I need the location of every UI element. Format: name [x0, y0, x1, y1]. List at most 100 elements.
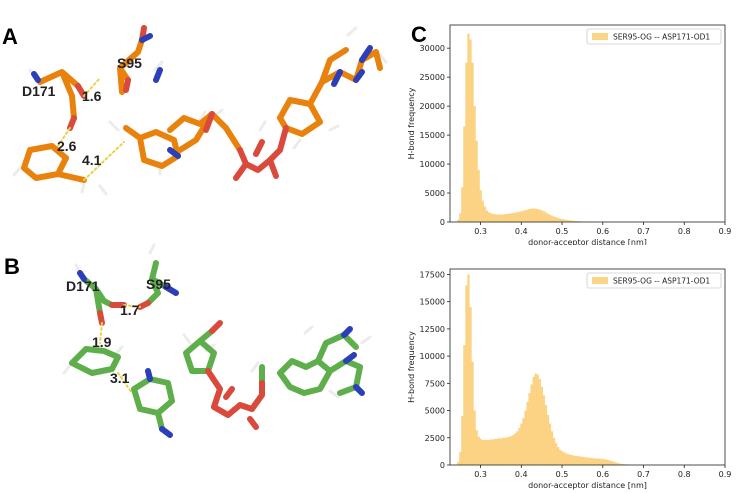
histogram-bar — [493, 214, 497, 222]
x-tick-label: 0.5 — [556, 227, 569, 236]
plot-frame — [449, 268, 726, 466]
histogram-bar — [561, 218, 564, 222]
y-tick-label: 12500 — [420, 325, 445, 334]
histogram-bar — [591, 458, 594, 465]
histogram-bar — [595, 458, 598, 465]
histogram-bar — [538, 209, 541, 222]
histogram-bar — [585, 457, 588, 465]
histogram-bar — [548, 423, 552, 465]
histogram-bar — [463, 126, 466, 222]
legend-swatch — [592, 33, 608, 40]
histogram-bar — [554, 217, 558, 222]
x-tick-label: 0.8 — [678, 470, 691, 479]
molecule-panel-b: D171 S95 1.7 1.9 3.1 — [62, 243, 372, 438]
x-axis-label: donor-acceptor distance [nm] — [528, 238, 647, 245]
x-tick-label: 0.6 — [596, 470, 609, 479]
legend-label: SER95-OG -- ASP171-OD1 — [613, 277, 710, 286]
histogram-bar — [558, 449, 562, 465]
histogram-bar — [571, 220, 574, 222]
histogram-bar — [506, 437, 509, 465]
histogram-bar — [508, 213, 511, 222]
histogram-bar — [577, 456, 580, 465]
histogram-bar — [528, 393, 531, 465]
histogram-bar — [530, 208, 533, 222]
plot-area-top: 0.3 0.4 0.5 0.6 0.7 0.8 0.9 0 5000 10000 15000 2000… — [407, 24, 732, 245]
y-tick-label: 30000 — [420, 44, 445, 53]
histogram-bar — [603, 459, 607, 465]
y-tick-label: 10000 — [420, 352, 445, 361]
histogram-bar — [548, 214, 552, 222]
histogram-bar — [512, 435, 515, 465]
histogram-bar — [495, 214, 499, 222]
y-tick-label: 20000 — [420, 102, 445, 111]
distance-label-a-1: 1.6 — [82, 88, 102, 104]
histogram-bar — [536, 208, 539, 222]
histogram-top: 0.3 0.4 0.5 0.6 0.7 0.8 0.9 0 5000 10000 15000 2000… — [407, 24, 732, 245]
legend-swatch — [592, 277, 608, 284]
y-tick-label: 15000 — [420, 131, 445, 140]
histogram-bar — [524, 410, 527, 465]
histogram-bar — [465, 62, 468, 222]
x-tick-label: 0.4 — [515, 470, 528, 479]
y-tick-label: 5000 — [425, 407, 445, 416]
y-tick-label: 17500 — [420, 270, 445, 279]
histogram-bar — [567, 220, 570, 222]
histogram-bar — [518, 211, 521, 222]
histogram-bar — [569, 220, 572, 222]
histogram-bar — [457, 461, 460, 465]
y-tick-label: 5000 — [425, 189, 445, 198]
x-tick-label: 0.7 — [637, 227, 650, 236]
histogram-bar — [516, 212, 519, 222]
histogram-bar — [563, 219, 566, 222]
histogram-bar — [518, 427, 521, 465]
histogram-bar — [571, 455, 574, 465]
histogram-bar — [501, 437, 505, 465]
histogram-bar — [593, 458, 596, 465]
x-tick-label: 0.3 — [474, 227, 487, 236]
histogram-bar — [467, 274, 470, 465]
histogram-bar — [526, 401, 529, 465]
histogram-bar — [532, 208, 535, 222]
histogram-bar — [497, 438, 501, 465]
histogram-bar — [540, 386, 543, 465]
histogram-bar — [467, 33, 470, 222]
histogram-bar — [532, 376, 535, 465]
histogram-bar — [546, 414, 550, 465]
histogram-bar — [579, 456, 582, 465]
histogram-bar — [471, 62, 474, 222]
legend-box — [586, 272, 722, 289]
histogram-bar — [522, 210, 525, 222]
histogram-bar — [542, 211, 546, 222]
histogram-bar — [554, 443, 558, 465]
histogram-bar — [514, 212, 517, 222]
y-tick-label: 0 — [440, 218, 445, 227]
histogram-bar — [616, 462, 619, 465]
histogram-bar — [469, 39, 472, 222]
histogram-bar — [463, 345, 466, 465]
histogram-bar — [471, 361, 474, 465]
histogram-bar — [510, 436, 513, 465]
histogram-bar — [487, 439, 491, 465]
x-tick-label: 0.9 — [719, 227, 732, 236]
x-tick-label: 0.6 — [596, 227, 609, 236]
histogram-bar — [503, 437, 507, 465]
histogram-bar — [516, 431, 519, 465]
histogram-bar — [556, 217, 560, 222]
histogram-bar — [477, 169, 480, 222]
histogram-bar — [520, 423, 523, 465]
histogram-bar — [512, 213, 515, 222]
histogram-bar — [575, 456, 578, 465]
histogram-bar — [544, 212, 548, 222]
panel-letter-c: C — [411, 22, 427, 47]
histogram-bar — [510, 213, 513, 222]
histogram-bar — [477, 436, 480, 465]
histogram-bar — [522, 418, 525, 465]
molecule-panel-a: D171 S95 1.6 2.6 4.1 — [12, 25, 388, 196]
histogram-bar — [573, 455, 576, 465]
histogram-bar — [469, 307, 472, 465]
x-tick-label: 0.9 — [719, 470, 732, 479]
histogram-bar — [556, 447, 560, 465]
histogram-bar — [489, 439, 493, 465]
histogram-bar — [526, 209, 529, 222]
residue-label-d171-b: D171 — [66, 278, 100, 294]
